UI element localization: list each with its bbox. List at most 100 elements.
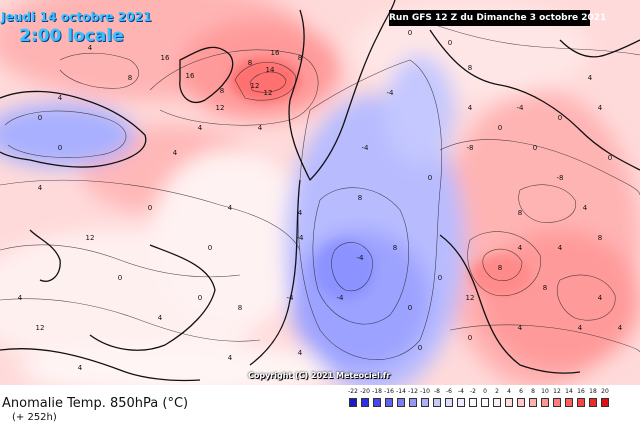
legend-swatch [541, 398, 549, 407]
isoline-north-outer [149, 49, 319, 126]
isoline-value-label: 8 [358, 194, 362, 202]
legend-swatch [553, 398, 561, 407]
isoline-value-label: 4 [18, 294, 23, 302]
forecast-time: 2:00 locale [19, 26, 124, 46]
legend-label: -16 [384, 388, 394, 395]
neutral-anomaly-south [20, 345, 340, 385]
chart-title: Anomalie Temp. 850hPa (°C) [2, 396, 189, 411]
legend-label: 6 [519, 388, 523, 395]
isoline-value-label: 14 [266, 66, 275, 74]
legend-swatch [349, 398, 357, 407]
legend-label: -22 [348, 388, 358, 395]
legend-label: -8 [434, 388, 440, 395]
isoline-value-label: 8 [128, 74, 132, 82]
legend-label: 0 [483, 388, 487, 395]
isoline-value-label: -4 [387, 89, 395, 97]
isoline-value-label: 8 [238, 304, 242, 312]
isoline-value-label: 4 [518, 244, 523, 252]
legend-swatch [385, 398, 393, 407]
isoline-value-label: -4 [362, 144, 370, 152]
legend-swatch [481, 398, 489, 407]
isoline-value-label: 4 [158, 314, 163, 322]
isoline-value-label: -8 [467, 144, 474, 152]
lead-time: (+ 252h) [12, 412, 57, 423]
isoline-value-label: 4 [298, 209, 303, 217]
isoline-value-label: 4 [88, 44, 93, 52]
legend-swatch [433, 398, 441, 407]
isoline-value-label: 0 [418, 344, 422, 352]
coastline-central-east [288, 0, 396, 181]
legend-label: -18 [372, 388, 382, 395]
isoline-value-label: 4 [173, 149, 178, 157]
isoline-value-label: 12 [264, 89, 273, 97]
legend-swatch [529, 398, 537, 407]
isoline-southwest [0, 244, 241, 278]
isoline-south [0, 298, 261, 342]
isoline-value-label: 0 [428, 174, 432, 182]
isoline-east-outer [439, 139, 640, 196]
legend-swatch [397, 398, 405, 407]
isoline-value-label: 4 [468, 104, 473, 112]
isoline-value-label: 4 [78, 364, 83, 372]
isoline-value-label: 4 [58, 94, 63, 102]
isoline-value-label: 0 [558, 114, 562, 122]
isoline-center-cold-outer [297, 59, 442, 360]
isoline-value-label: -4 [357, 254, 365, 262]
isoline-value-label: 4 [198, 124, 203, 132]
coastline-southwest [89, 244, 216, 351]
isoline-value-label: 16 [271, 49, 280, 57]
isoline-southeast [556, 274, 616, 321]
isoline-value-label: -4 [287, 294, 295, 302]
coastline-central [249, 179, 301, 366]
isoline-value-label: 8 [468, 64, 472, 72]
isoline-value-label: 12 [251, 82, 260, 90]
cold-core-center [315, 240, 375, 300]
legend-swatch [565, 398, 573, 407]
isoline-east-warm-secondary [518, 184, 577, 223]
legend-swatch [517, 398, 525, 407]
isolines [0, 19, 640, 360]
legend-label: -14 [396, 388, 406, 395]
coastline-southeast [439, 234, 581, 374]
legend-label: 10 [541, 388, 549, 395]
isoline-value-label: -4 [337, 294, 345, 302]
isoline-value-label: 4 [588, 74, 593, 82]
legend-label: 12 [553, 388, 561, 395]
legend-label: 14 [565, 388, 573, 395]
isoline-value-label: 4 [298, 349, 303, 357]
legend-label: -6 [446, 388, 452, 395]
legend-label: 2 [495, 388, 499, 395]
legend-swatch [409, 398, 417, 407]
legend-swatch [505, 398, 513, 407]
isoline-value-label: 4 [258, 124, 263, 132]
isoline-value-label: -4 [297, 234, 305, 242]
footer-panel: Anomalie Temp. 850hPa (°C) (+ 252h) -22 -… [0, 385, 640, 427]
coastline-south [0, 348, 201, 382]
anomaly-field [0, 0, 640, 385]
legend-swatch [361, 398, 369, 407]
neutral-anomaly-center [150, 150, 310, 330]
coastlines [0, 0, 640, 382]
isoline-east-warm-outer [467, 231, 541, 297]
isoline-warm-core-north [234, 62, 296, 101]
isoline-center-cold-inner [331, 242, 373, 292]
legend-label: 20 [601, 388, 609, 395]
isoline-value-label: 0 [608, 154, 612, 162]
isoline-value-label: 4 [38, 184, 43, 192]
isoline-value-label: 0 [533, 144, 537, 152]
isoline-value-label: -4 [517, 104, 525, 112]
isoline-value-label: 0 [198, 294, 202, 302]
isoline-value-label: 4 [618, 324, 623, 332]
coastline-west [0, 90, 147, 168]
legend-swatch [457, 398, 465, 407]
warm-core-north [230, 58, 300, 102]
isoline-value-label: 4 [583, 204, 588, 212]
legend-swatch [445, 398, 453, 407]
legend-label: 8 [531, 388, 535, 395]
isoline-value-label: 0 [448, 39, 452, 47]
isoline-value-label: 12 [86, 234, 95, 242]
isoline-value-label: 0 [468, 334, 472, 342]
isoline-value-label: 0 [148, 204, 152, 212]
isoline-value-label: 8 [298, 54, 302, 62]
